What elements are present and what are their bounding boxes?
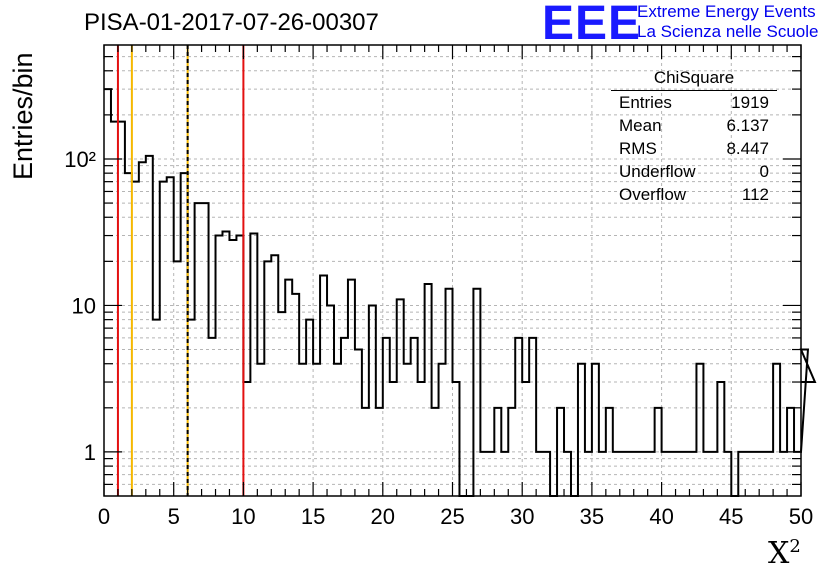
eee-logo: EEE [542, 0, 642, 50]
y-tick-label: 10 [72, 293, 96, 318]
y-tick-label: 10² [64, 147, 96, 172]
histogram [104, 88, 817, 497]
axes: 0 5 10 15 20 25 30 35 40 45 50 1 10 10² [64, 44, 813, 529]
stats-value: 0 [759, 162, 769, 181]
x-axis-label: X2 [768, 536, 801, 571]
stats-header: ChiSquare [611, 66, 777, 91]
x-tick-label: 25 [440, 504, 464, 529]
stats-box: ChiSquare Entries 1919 Mean 6.137 RMS 8.447… [611, 66, 777, 206]
x-tick-label: 45 [719, 504, 743, 529]
stats-label: Underflow [619, 162, 696, 181]
logo-line-1: Extreme Energy Events [637, 2, 816, 21]
stats-row: Entries 1919 [611, 91, 777, 114]
x-tick-label: 20 [371, 504, 395, 529]
histogram-line [104, 88, 817, 497]
chart-title: PISA-01-2017-07-26-00307 [84, 9, 379, 36]
x-tick-label: 10 [231, 504, 255, 529]
x-tick-label: 5 [168, 504, 180, 529]
stats-label: Entries [619, 93, 672, 112]
x-tick-label: 40 [649, 504, 673, 529]
logo-line-2: La Scienza nelle Scuole [637, 22, 819, 41]
reference-lines [116, 45, 245, 496]
x-tick-label: 30 [510, 504, 534, 529]
stats-row: Overflow 112 [611, 183, 777, 206]
stats-row: Mean 6.137 [611, 114, 777, 137]
y-tick-label: 1 [84, 440, 96, 465]
x-tick-label: 15 [301, 504, 325, 529]
stats-value: 8.447 [726, 139, 769, 158]
stats-label: Mean [619, 116, 662, 135]
stats-row: Underflow 0 [611, 160, 777, 183]
stats-row: RMS 8.447 [611, 137, 777, 160]
stats-value: 112 [741, 185, 769, 204]
stats-label: Overflow [619, 185, 687, 204]
x-tick-label: 35 [580, 504, 604, 529]
stats-label: RMS [619, 139, 657, 158]
stats-value: 1919 [731, 93, 769, 112]
stats-value: 6.137 [726, 116, 769, 135]
x-tick-label: 50 [789, 504, 813, 529]
x-tick-label: 0 [98, 504, 110, 529]
y-axis-label: Entries/bin [8, 52, 38, 180]
